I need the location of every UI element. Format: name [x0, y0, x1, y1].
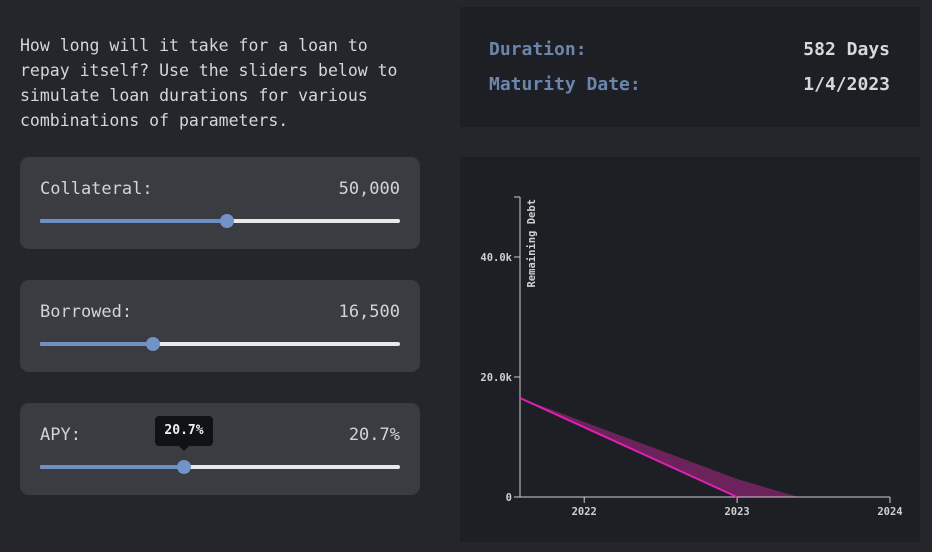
confidence-band [520, 398, 799, 497]
x-tick-label: 2022 [572, 506, 597, 518]
x-tick-label: 2024 [877, 506, 902, 518]
borrowed-slider-thumb[interactable] [146, 337, 161, 351]
y-tick-label: 40.0k [480, 252, 512, 264]
apy-slider[interactable]: 20.7% [40, 416, 400, 474]
apy-tooltip: 20.7% [155, 416, 213, 451]
y-tick-label: 0 [506, 492, 512, 504]
debt-chart: 0 20.0k 40.0k 2022 2023 2024 Remaining Debt [480, 196, 903, 518]
borrowed-slider-fill [40, 342, 154, 346]
apy-slider-thumb[interactable] [177, 460, 191, 474]
summary-panel: Duration: 582 Days Maturity Date: 1/4/20… [460, 7, 920, 127]
collateral-card: Collateral: 50,000 [20, 157, 420, 249]
borrowed-label: Borrowed: [40, 302, 133, 322]
collateral-label: Collateral: [40, 179, 153, 199]
borrowed-value: 16,500 [338, 302, 400, 322]
apy-label: APY: [40, 425, 81, 445]
borrowed-card: Borrowed: 16,500 [20, 280, 420, 372]
apy-slider-fill [40, 465, 184, 469]
collateral-value: 50,000 [338, 179, 400, 199]
collateral-slider[interactable] [40, 214, 400, 228]
debt-chart-panel: 0 20.0k 40.0k 2022 2023 2024 Remaining Debt [460, 157, 920, 542]
duration-label: Duration: [489, 39, 587, 60]
apy-value: 20.7% [348, 425, 400, 445]
borrowed-slider[interactable] [40, 337, 400, 351]
apy-card: APY: 20.7% 20.7% [20, 403, 420, 495]
collateral-slider-thumb[interactable] [220, 214, 235, 228]
y-tick-label: 20.0k [480, 372, 512, 384]
debt-line [519, 397, 738, 498]
maturity-value: 1/4/2023 [803, 74, 890, 95]
y-axis-label: Remaining Debt [526, 199, 538, 288]
collateral-slider-fill [40, 219, 228, 223]
maturity-label: Maturity Date: [489, 74, 641, 95]
x-tick-label: 2023 [724, 506, 749, 518]
duration-value: 582 Days [803, 39, 890, 60]
intro-text: How long will it take for a loan to repa… [20, 36, 398, 130]
